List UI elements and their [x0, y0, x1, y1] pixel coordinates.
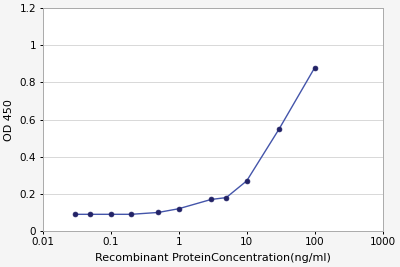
Y-axis label: OD 450: OD 450 — [4, 99, 14, 140]
X-axis label: Recombinant ProteinConcentration(ng/ml): Recombinant ProteinConcentration(ng/ml) — [95, 253, 331, 263]
